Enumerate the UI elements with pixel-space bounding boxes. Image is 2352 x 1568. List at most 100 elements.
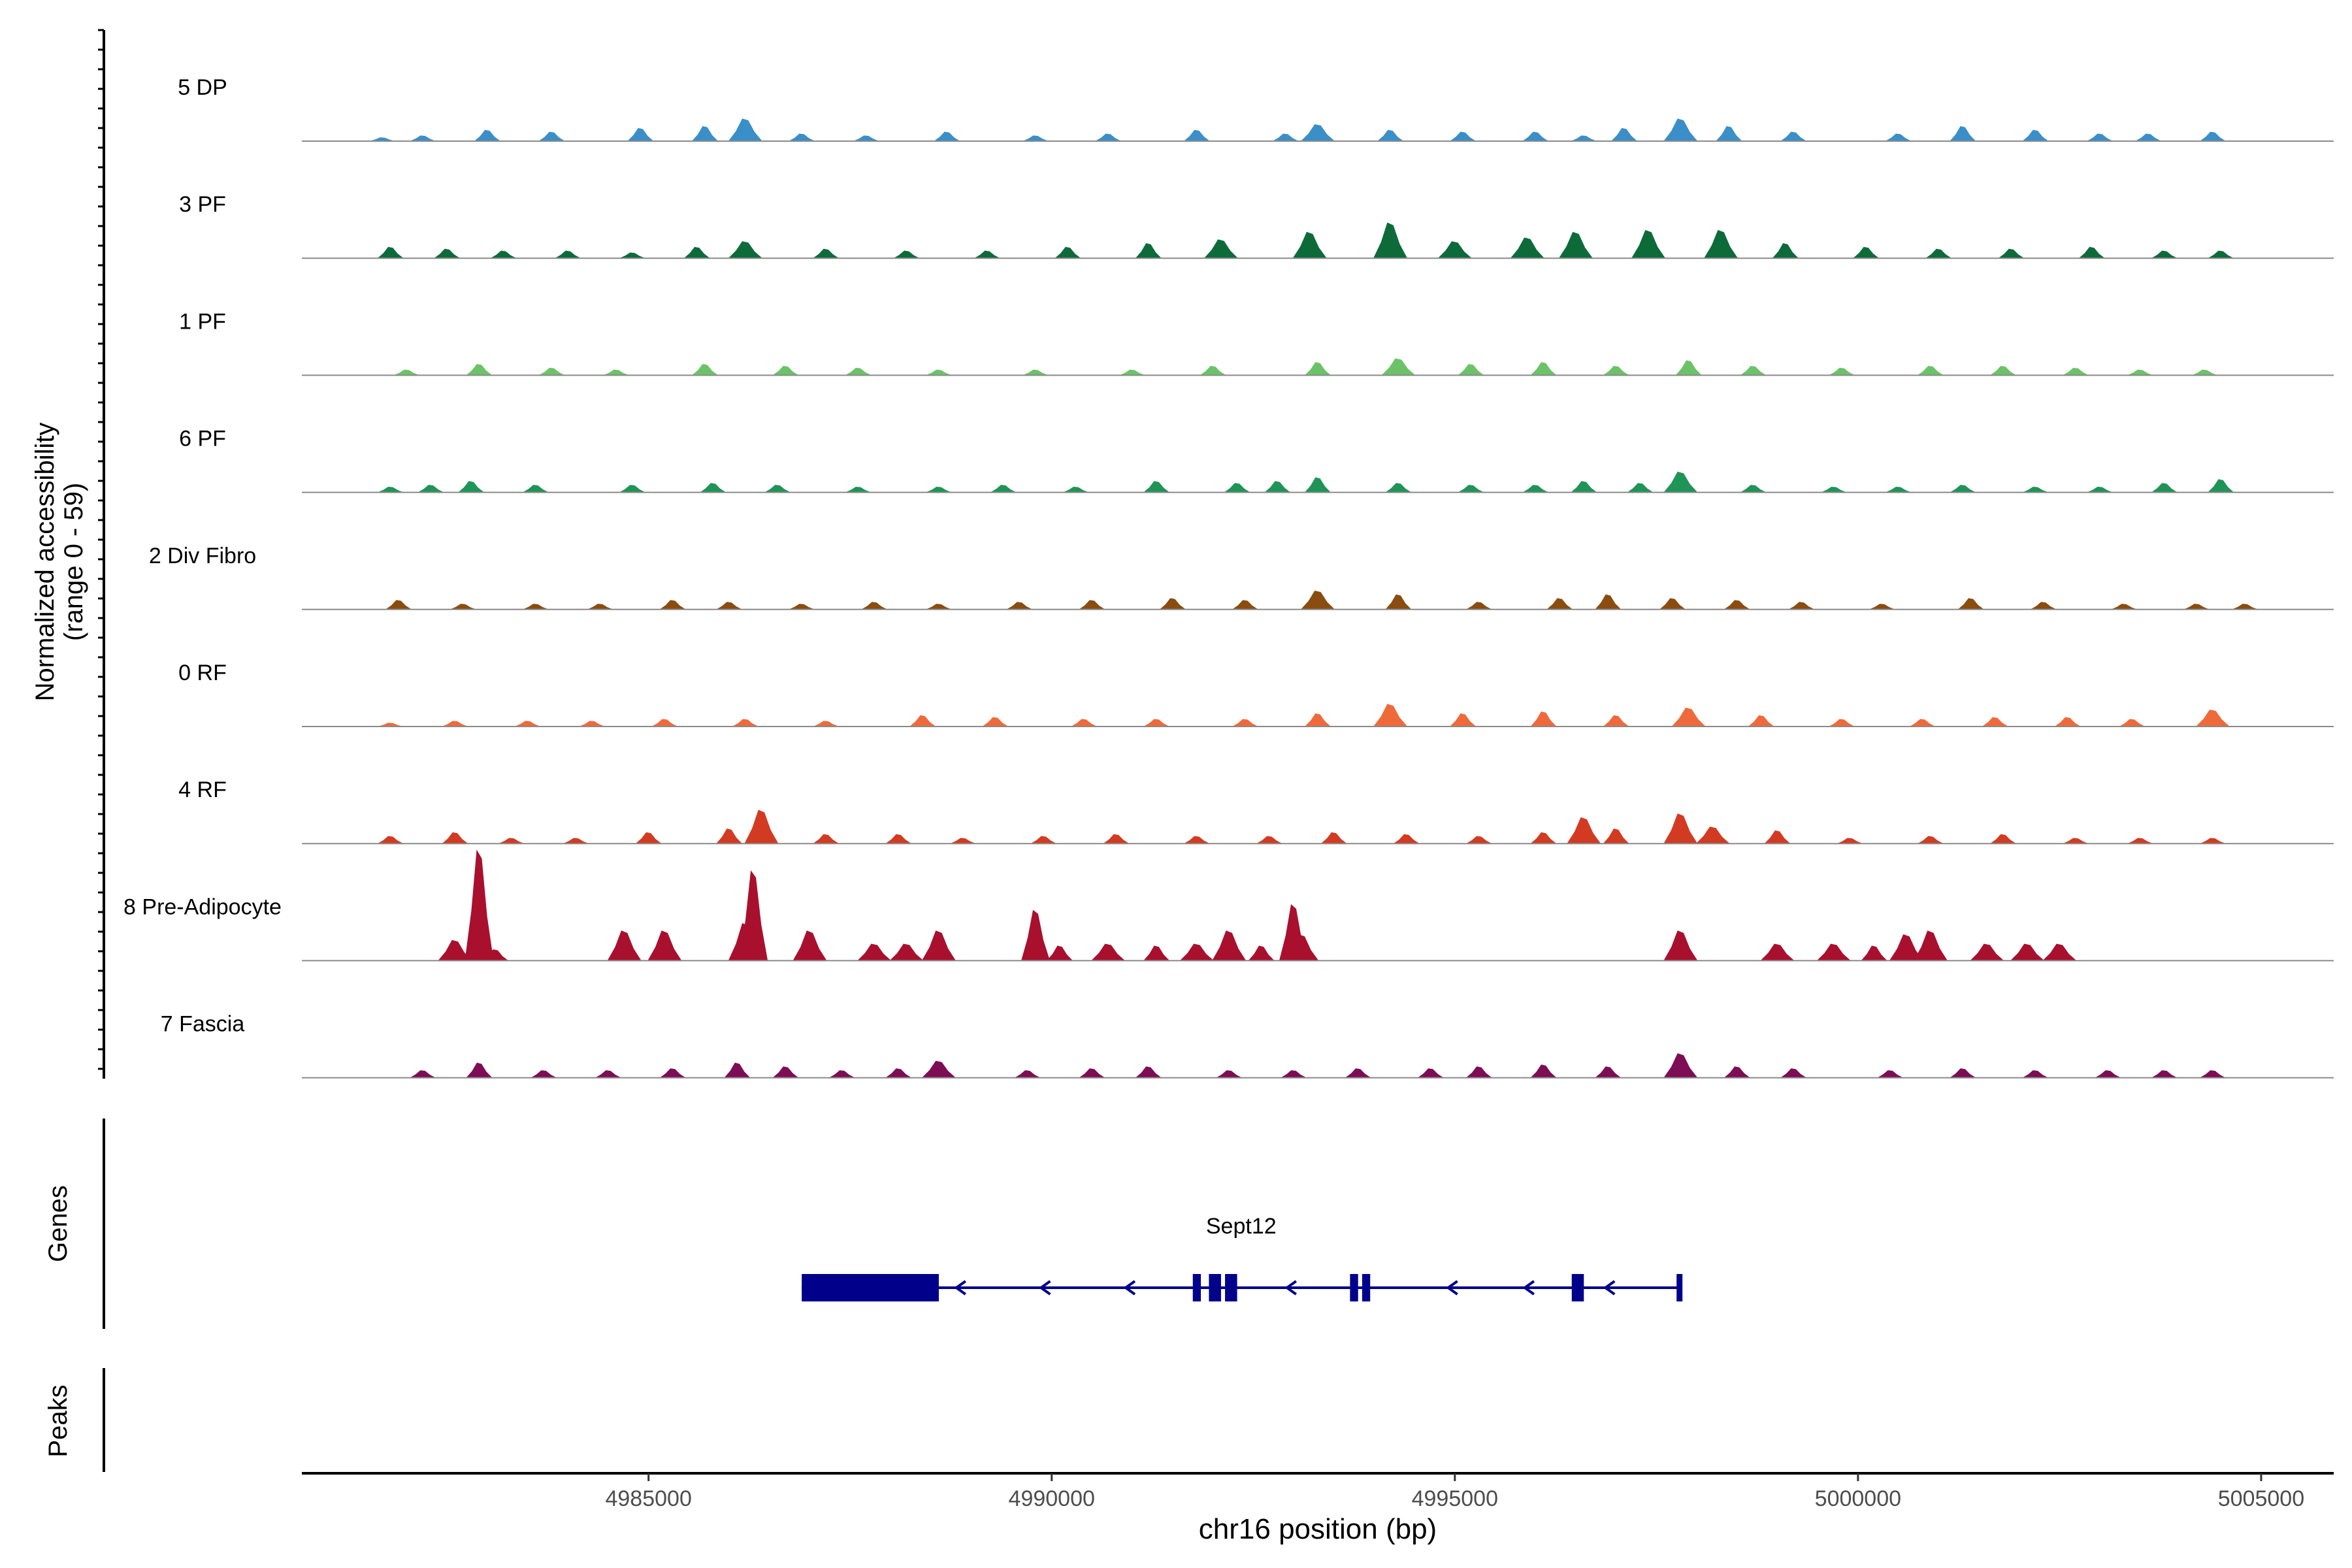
coverage-peak [1909, 719, 1936, 727]
coverage-peak [1320, 832, 1347, 844]
coverage-peak [1917, 365, 1944, 376]
coverage-peak [1764, 830, 1791, 844]
coverage-peak [845, 367, 872, 376]
track-label: 4 RF [178, 777, 227, 802]
coverage-peak [1558, 231, 1593, 259]
coverage-peak [1740, 485, 1767, 493]
coverage-peak [442, 832, 468, 844]
coverage-peak [1950, 1068, 1976, 1078]
coverage-peak [619, 252, 645, 259]
coverage-peak [482, 949, 509, 961]
coverage-peak [1671, 708, 1706, 727]
coverage-peak [474, 129, 500, 141]
coverage-peak [659, 1068, 686, 1078]
gene-name-label: Sept12 [1206, 1214, 1277, 1239]
coverage-peak [1143, 945, 1170, 961]
coverage-peak [449, 604, 476, 610]
coverage-peak [410, 1070, 436, 1078]
y-axis-range-label: (range 0 - 59) [59, 483, 88, 641]
coverage-peak [716, 828, 743, 844]
gene-exon [1676, 1274, 1683, 1301]
coverage-peak [1663, 118, 1698, 141]
coverage-peak [1889, 934, 1923, 961]
track-7: 4 RF [178, 777, 2334, 845]
coverage-peak [1301, 124, 1335, 141]
coverage-peak [1780, 131, 1807, 141]
coverage-peak [1200, 365, 1226, 376]
coverage-peak [1203, 239, 1238, 259]
coverage-peak [1571, 481, 1597, 493]
coverage-peak [789, 133, 815, 141]
coverage-peak [692, 364, 719, 376]
coverage-peak [1393, 834, 1420, 844]
coverage-peak [2022, 486, 2049, 493]
coverage-peak [595, 1070, 621, 1078]
coverage-peak [1723, 600, 1750, 610]
coverage-peak [828, 1070, 855, 1078]
coverage-peak [1853, 246, 1880, 259]
coverage-peak [1675, 360, 1702, 376]
coverage-peak [909, 715, 936, 727]
coverage-peak [531, 1070, 557, 1078]
coverage-peak [1079, 1068, 1105, 1078]
gene-exon [1362, 1274, 1371, 1301]
coverage-peak [1373, 704, 1408, 727]
coverage-peak [1695, 826, 1730, 844]
coverage-peak [885, 1068, 912, 1078]
coverage-peak [607, 930, 642, 961]
coverage-peak [813, 248, 840, 259]
coverage-peak [1610, 127, 1637, 141]
x-tick-label: 5000000 [1815, 1486, 1901, 1511]
coverage-peak [1748, 715, 1774, 727]
coverage-peak [438, 939, 472, 961]
coverage-peak [1982, 717, 2008, 727]
coverage-peak [563, 838, 589, 844]
coverage-peak [2063, 838, 2089, 844]
strand-arrow [1284, 1280, 1297, 1296]
coverage-peak [724, 1062, 751, 1078]
coverage-peak [2087, 133, 2114, 141]
coverage-peak [813, 721, 840, 727]
gene-exon [1571, 1274, 1584, 1301]
coverage-peak [1546, 598, 1573, 610]
genes-panel: Genes Sept12 [44, 1119, 1683, 1329]
coverage-peak [1232, 600, 1258, 610]
coverage-peak [393, 369, 420, 376]
coverage-peak [2208, 250, 2234, 259]
coverage-peak [1530, 362, 1557, 376]
x-tick-label: 4990000 [1009, 1486, 1095, 1511]
coverage-peak [1837, 838, 1863, 844]
gene-exon [1192, 1274, 1201, 1301]
coverage-peak [1716, 125, 1742, 141]
coverage-peak [1465, 1066, 1492, 1078]
strand-arrow [1522, 1280, 1535, 1296]
peaks-track-label: Peaks [44, 1384, 73, 1457]
coverage-peak [1183, 836, 1210, 844]
coverage-peak [1829, 367, 1855, 376]
coverage-peak [1377, 129, 1404, 141]
coverage-peak [1284, 934, 1319, 961]
coverage-peak [1704, 229, 1739, 259]
coverage-peak [1381, 358, 1416, 376]
coverage-peak [1510, 237, 1544, 259]
coverage-peak [1603, 365, 1629, 376]
coverage-peak [2199, 1070, 2226, 1078]
track-label: 2 Div Fibro [149, 544, 256, 568]
coverage-peak [2030, 602, 2057, 610]
coverage-peak [885, 834, 912, 844]
coverage-peak [1103, 834, 1130, 844]
coverage-peak [1877, 1070, 1904, 1078]
coverage-peak [522, 604, 549, 610]
coverage-peak [2208, 479, 2234, 493]
coverage-peak [716, 602, 743, 610]
coverage-peak [1950, 125, 1976, 141]
coverage-peak [490, 250, 517, 259]
coverage-peak [1869, 604, 1895, 610]
coverage-peak [1740, 365, 1767, 376]
coverage-peak [1990, 834, 2017, 844]
coverage-peak [1305, 713, 1331, 727]
coverage-peak [792, 930, 827, 961]
coverage-peak [921, 1060, 956, 1078]
coverage-peak [1465, 602, 1492, 610]
